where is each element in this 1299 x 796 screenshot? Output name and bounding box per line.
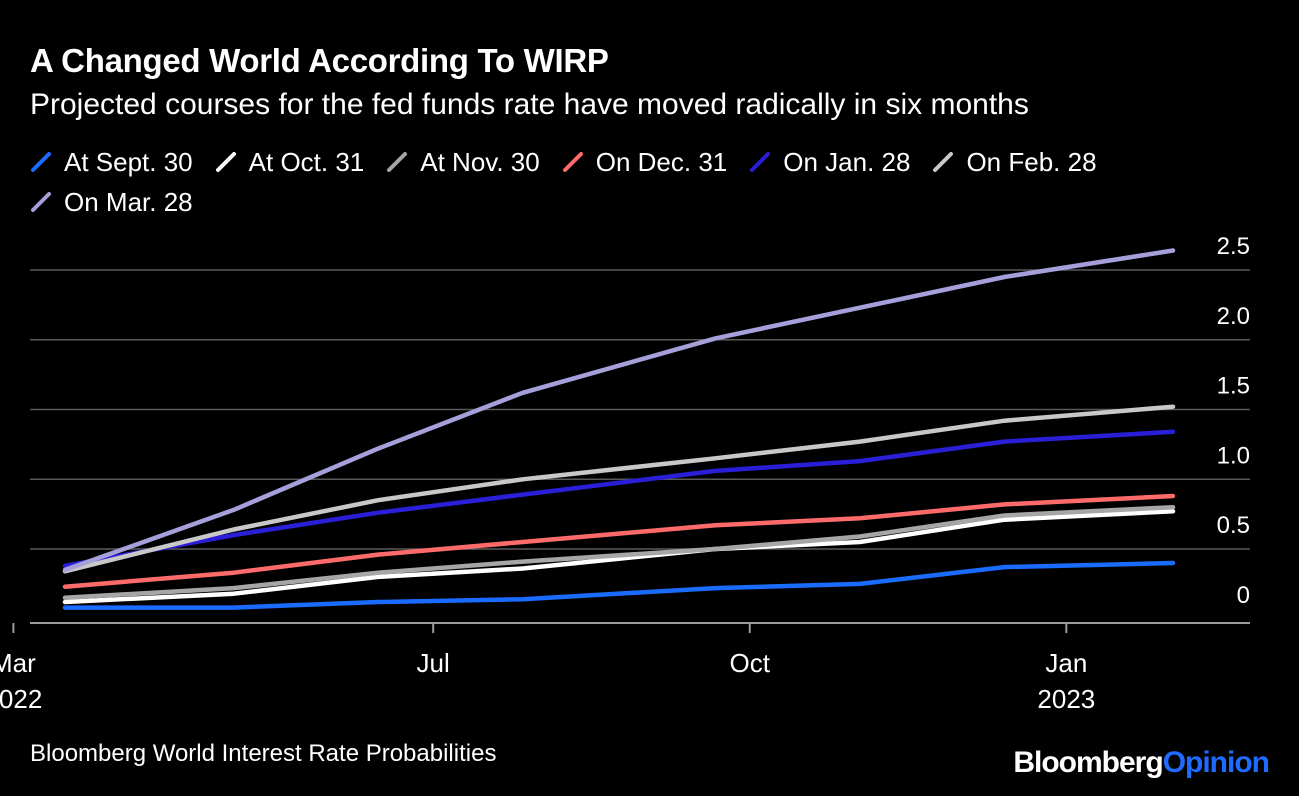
series-line	[62, 509, 1176, 605]
legend-label: At Nov. 30	[420, 146, 540, 177]
series-line	[62, 560, 1176, 610]
legend-swatch	[31, 152, 51, 172]
series-line	[62, 504, 1176, 601]
legend-item: On Jan. 28	[749, 146, 911, 177]
series-line	[62, 404, 1176, 574]
legend-label: At Sept. 30	[64, 146, 193, 177]
chart-title: A Changed World According To WIRP	[30, 42, 609, 79]
legend-item: At Nov. 30	[386, 146, 540, 177]
legend-item: On Dec. 31	[562, 146, 728, 177]
legend-label: On Feb. 28	[966, 146, 1097, 177]
y-tick-label: 1.5	[1217, 373, 1250, 400]
legend: At Sept. 30 At Oct. 31 At Nov. 30 On Dec. 3…	[30, 146, 1260, 217]
legend-swatch	[215, 152, 236, 172]
source-note: Bloomberg World Interest Rate Probabilit…	[30, 740, 497, 767]
legend-label: On Dec. 31	[595, 146, 728, 177]
y-tick-label: 0.5	[1217, 512, 1250, 539]
x-tick-label: Mar	[0, 648, 36, 678]
series-line	[62, 248, 1176, 573]
chart-subtitle: Projected courses for the fed funds rate…	[30, 88, 1029, 121]
x-tick-label: Jan	[1045, 648, 1087, 678]
series-line	[62, 493, 1176, 589]
legend-swatch	[387, 152, 408, 172]
bloomberg-opinion-logo: BloombergOpinion	[1013, 746, 1270, 780]
y-tick-label: 0	[1237, 582, 1250, 609]
legend-item: On Feb. 28	[932, 146, 1097, 177]
y-tick-label: 1.0	[1217, 442, 1250, 469]
series-line	[62, 429, 1176, 569]
x-tick-label: Jul	[417, 648, 450, 678]
legend-swatch	[750, 152, 771, 172]
legend-swatch	[31, 192, 51, 212]
y-tick-label: 2.0	[1217, 303, 1250, 330]
legend-label: On Mar. 28	[64, 186, 193, 217]
legend-label: At Oct. 31	[248, 146, 365, 177]
logo-opinion-text: Opinion	[1162, 746, 1270, 779]
x-tick-label: Oct	[730, 648, 771, 678]
legend-swatch	[933, 152, 954, 172]
legend-swatch	[562, 152, 583, 172]
x-tick-year-label: 2023	[1037, 684, 1095, 714]
y-tick-label: 2.5	[1217, 233, 1250, 260]
legend-item: At Oct. 31	[215, 146, 365, 177]
logo-bloomberg-text: Bloomberg	[1013, 746, 1163, 779]
legend-item: At Sept. 30	[30, 146, 193, 177]
x-tick-year-label: 2022	[0, 684, 42, 714]
legend-item: On Mar. 28	[30, 186, 193, 217]
legend-label: On Jan. 28	[783, 146, 911, 177]
